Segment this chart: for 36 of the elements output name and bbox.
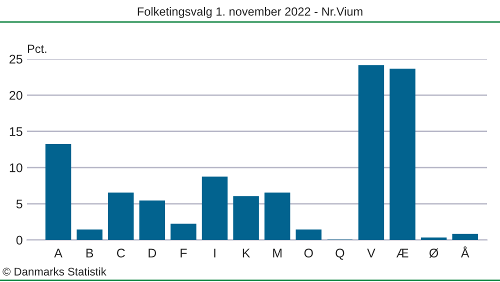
bar bbox=[45, 144, 72, 240]
x-tick-label: Q bbox=[336, 248, 344, 260]
x-tick-label: Ø bbox=[429, 248, 438, 258]
x-tick-label: C bbox=[117, 248, 125, 258]
y-tick-label: 15 bbox=[10, 127, 22, 136]
x-tick-label: M bbox=[273, 248, 282, 258]
x-tick-label: D bbox=[148, 248, 156, 258]
x-tick-label: B bbox=[86, 248, 94, 258]
bar bbox=[390, 68, 416, 240]
x-tick-label: Å bbox=[460, 246, 470, 258]
y-tick-label: 20 bbox=[10, 90, 22, 100]
y-tick-label: 0 bbox=[16, 236, 22, 245]
x-tick-label: K bbox=[242, 248, 250, 258]
chart-title: Folketingsvalg 1. november 2022 - Nr.Vium bbox=[138, 7, 362, 18]
x-tick-label: Æ bbox=[396, 248, 408, 258]
x-tick-label: F bbox=[180, 248, 187, 258]
x-tick-label: V bbox=[367, 248, 376, 258]
bar bbox=[202, 176, 228, 240]
x-tick-label: O bbox=[304, 248, 313, 258]
x-tick-label: I bbox=[214, 248, 216, 258]
text: © Danmarks Statistik bbox=[2, 267, 106, 276]
bar bbox=[296, 229, 322, 240]
bar bbox=[233, 196, 259, 240]
x-tick-label: A bbox=[54, 248, 62, 258]
bar bbox=[420, 237, 447, 240]
bar bbox=[139, 200, 166, 240]
bar bbox=[452, 234, 478, 240]
y-axis-title: Pct. bbox=[28, 44, 46, 53]
y-tick-label: 10 bbox=[10, 163, 22, 172]
bar bbox=[358, 65, 384, 240]
bar bbox=[264, 192, 290, 240]
y-tick-label: 25 bbox=[10, 54, 22, 64]
bar bbox=[170, 224, 196, 240]
y-tick-label: 5 bbox=[16, 200, 22, 208]
bar bbox=[108, 192, 134, 240]
bar bbox=[76, 229, 102, 240]
